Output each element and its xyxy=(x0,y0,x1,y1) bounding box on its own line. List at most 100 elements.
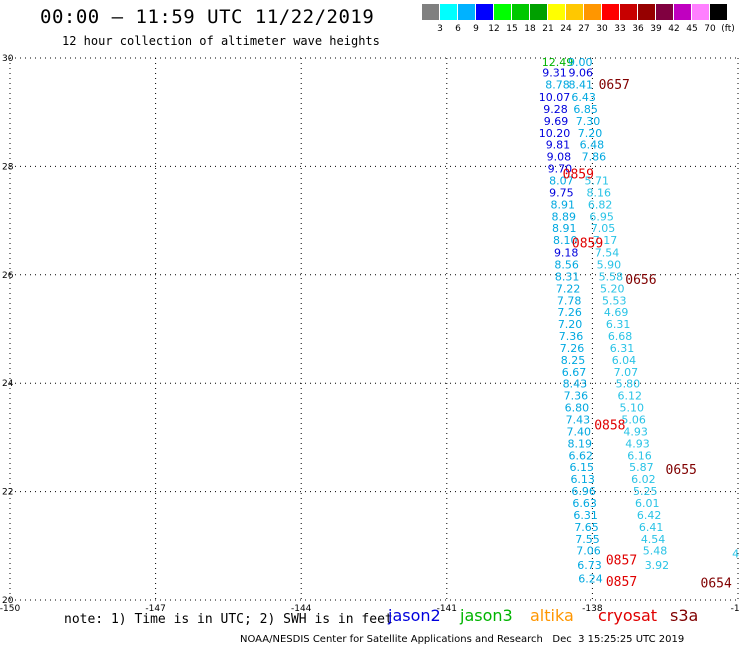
color-scale-swatch xyxy=(422,4,439,20)
wave-height-point: 8.19 xyxy=(568,437,593,450)
color-scale-label: 36 xyxy=(632,24,644,34)
wave-height-point: 6.62 xyxy=(569,449,594,462)
wave-height-point: 8.43 xyxy=(563,378,588,391)
color-scale-label: 33 xyxy=(614,24,626,34)
color-scale-swatch xyxy=(692,4,709,20)
wave-height-point: 6.42 xyxy=(637,509,662,522)
wave-height-point: 5.80 xyxy=(616,378,641,391)
color-scale-label: 15 xyxy=(506,24,518,34)
wave-height-point: 7.26 xyxy=(560,342,585,355)
wave-height-point: 9.06 xyxy=(569,67,594,80)
footnote: note: 1) Time is in UTC; 2) SWH is in fe… xyxy=(64,612,393,627)
wave-height-point: 8.16 xyxy=(586,186,611,199)
time-label: 0654 xyxy=(701,577,732,592)
wave-height-point: 7.20 xyxy=(578,127,603,140)
wave-height-point: 9.00 xyxy=(568,56,593,69)
wave-height-point: 12.49 xyxy=(542,56,574,69)
x-tick-label: -13 xyxy=(731,604,740,614)
wave-height-point: 6.67 xyxy=(562,366,587,379)
wave-height-point: 9.28 xyxy=(543,103,568,116)
wave-height-point: 5.53 xyxy=(602,294,627,307)
wave-height-point: 7.17 xyxy=(593,234,618,247)
color-scale-swatch xyxy=(476,4,493,20)
x-tick-label: -141 xyxy=(437,604,457,614)
wave-height-point: 4.69 xyxy=(604,306,629,319)
color-scale-label: 18 xyxy=(524,24,536,34)
legend-entry: cryosat xyxy=(598,606,658,625)
wave-height-point: 8.78 xyxy=(545,79,570,92)
wave-height-point: 6.12 xyxy=(618,390,643,403)
color-scale-label: 45 xyxy=(686,24,698,34)
wave-height-point: 6.63 xyxy=(572,497,597,510)
wave-height-point: 8.10 xyxy=(553,234,578,247)
color-scale-swatch xyxy=(458,4,475,20)
color-scale-label: 9 xyxy=(473,24,479,34)
x-tick-label: -144 xyxy=(291,604,312,614)
color-scale-swatch xyxy=(494,4,511,20)
wave-height-point: 6.68 xyxy=(608,330,633,343)
wave-height-point: 3.92 xyxy=(645,559,670,572)
time-label: 0655 xyxy=(666,463,697,478)
time-label: 0857 xyxy=(606,575,637,590)
wave-height-point: 5.25 xyxy=(633,485,658,498)
wave-height-point: 7.06 xyxy=(576,545,601,558)
wave-height-point: 7.30 xyxy=(576,115,601,128)
time-label: 0859 xyxy=(572,236,603,251)
wave-height-point: 10.20 xyxy=(539,127,571,140)
wave-height-point: 9.69 xyxy=(544,115,569,128)
wave-height-point: 6.02 xyxy=(631,473,656,486)
wave-height-point: 7.65 xyxy=(574,521,599,534)
wave-height-point: 4.93 xyxy=(623,425,648,438)
wave-height-point: 6.01 xyxy=(635,497,660,510)
color-scale-swatch xyxy=(638,4,655,20)
wave-height-point: 7.26 xyxy=(557,306,582,319)
legend-entry: s3a xyxy=(670,606,699,625)
wave-height-point: 6.41 xyxy=(639,521,664,534)
color-scale-swatch xyxy=(566,4,583,20)
wave-height-point: 5.48 xyxy=(643,545,668,558)
wave-height-point: 6.73 xyxy=(577,559,602,572)
wave-height-point: 9.70 xyxy=(548,163,573,176)
wave-height-point: 6.24 xyxy=(578,572,603,585)
color-scale-label: 12 xyxy=(488,24,500,34)
wave-height-point: 5.90 xyxy=(597,259,622,272)
color-scale-label: 24 xyxy=(560,24,572,34)
wave-height-point: 9.31 xyxy=(542,67,567,80)
wave-height-point: 7.78 xyxy=(557,294,582,307)
wave-height-point: 7.54 xyxy=(595,247,620,260)
color-scale-swatch xyxy=(710,4,727,20)
x-tick-label: -147 xyxy=(145,604,165,614)
wave-height-point: 10.07 xyxy=(539,91,571,104)
color-scale-label: 6 xyxy=(455,24,461,34)
color-scale-swatch xyxy=(620,4,637,20)
wave-height-point: 6.04 xyxy=(612,354,637,367)
y-tick-label: 22 xyxy=(2,488,13,498)
wave-height-point: 5.20 xyxy=(600,282,625,295)
wave-height-point: 6.95 xyxy=(589,210,614,223)
color-scale-swatch xyxy=(602,4,619,20)
wave-height-point: 9.81 xyxy=(546,139,571,152)
wave-height-point: 9.08 xyxy=(547,151,572,164)
x-tick-label: -150 xyxy=(0,604,20,614)
time-label: 0859 xyxy=(563,168,594,183)
color-scale-swatch xyxy=(674,4,691,20)
wave-height-point: 5.58 xyxy=(599,270,624,283)
color-scale-label: (ft) xyxy=(721,24,735,34)
wave-height-point: 6.82 xyxy=(588,198,613,211)
chart-title: 00:00 – 11:59 UTC 11/22/2019 xyxy=(40,6,375,28)
wave-height-point: 8.91 xyxy=(552,222,577,235)
wave-height-point: 6.96 xyxy=(571,485,596,498)
wave-height-point: 8.07 xyxy=(549,174,574,187)
wave-height-point: 8.41 xyxy=(569,79,594,92)
wave-height-point: 7.07 xyxy=(614,366,639,379)
color-scale-swatch xyxy=(656,4,673,20)
legend-entry: jason2 xyxy=(388,606,441,625)
color-scale-label: 39 xyxy=(650,24,662,34)
y-tick-label: 24 xyxy=(2,379,14,389)
color-scale-label: 42 xyxy=(668,24,680,34)
wave-height-point: 6.43 xyxy=(571,91,596,104)
wave-height-point: 7.05 xyxy=(591,222,616,235)
time-label: 0857 xyxy=(606,553,637,568)
wave-height-point: 5.71 xyxy=(585,174,610,187)
